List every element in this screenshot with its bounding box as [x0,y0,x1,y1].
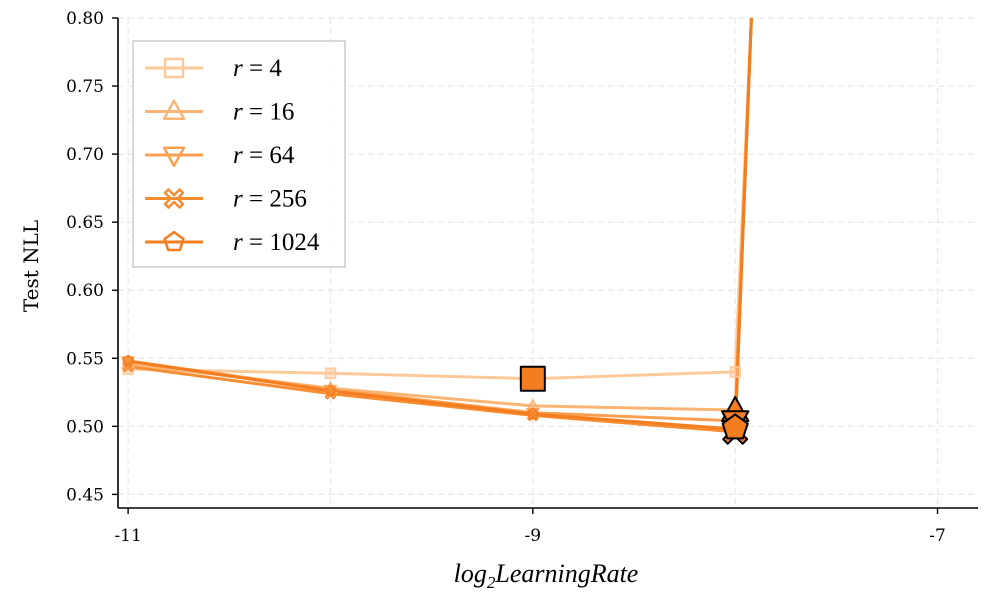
legend-label: r = 4 [233,55,282,82]
y-tick-label: 0.80 [66,9,104,29]
y-tick-label: 0.70 [66,145,104,165]
legend-label-eq: = 1024 [243,229,320,256]
data-point [324,384,337,397]
y-axis-title: Test NLL [19,220,43,312]
y-tick-label: 0.75 [66,77,104,97]
y-tick-label: 0.45 [66,485,104,505]
legend-marker [163,57,185,79]
best-point-marker [721,413,749,440]
x-tick-label: -7 [929,526,946,546]
best-markers [519,365,750,445]
legend-marker [162,99,186,120]
legend-label: r = 1024 [233,229,320,256]
x-axis-title-base: log [454,559,487,588]
x-ticks: -11 -9 -7 [114,508,946,546]
data-point [526,407,539,420]
legend-label-eq: = 64 [243,142,295,169]
y-ticks: 0.45 0.50 0.55 0.60 0.65 0.70 0.75 0.80 [66,9,118,505]
legend-label: r = 64 [233,142,295,169]
legend-label-var: r [233,229,243,256]
legend-label-var: r [233,55,243,82]
legend-label: r = 256 [233,186,307,213]
legend-label-eq: = 256 [243,186,307,213]
y-tick-label: 0.50 [66,417,104,437]
x-axis-title-sub: 2 [487,573,496,592]
x-axis-title-rest: LearningRate [494,559,638,588]
legend-marker [163,230,185,252]
legend-marker [163,188,185,209]
y-tick-label: 0.65 [66,213,104,233]
legend-marker [162,146,186,168]
data-point [729,366,741,378]
legend-label-var: r [233,142,243,169]
legend-label-var: r [233,99,243,126]
y-tick-label: 0.60 [66,281,104,301]
y-tick-label: 0.55 [66,349,104,369]
legend-label: r = 16 [233,99,294,126]
legend-label-eq: = 16 [243,99,295,126]
x-tick-label: -11 [114,526,141,546]
x-axis-title: log2LearningRate [454,559,639,592]
data-point [122,354,135,367]
x-tick-label: -9 [525,526,542,546]
legend-label-eq: = 4 [243,55,283,82]
best-point-marker [519,365,546,392]
data-point [324,367,337,379]
legend-label-var: r [233,186,243,213]
